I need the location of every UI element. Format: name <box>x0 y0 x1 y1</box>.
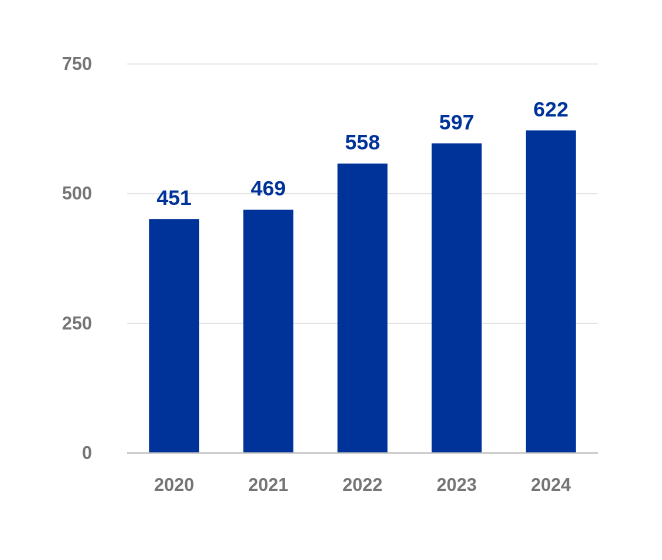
bar-2021 <box>243 209 294 453</box>
bar-2023 <box>431 143 482 453</box>
data-label: 597 <box>439 111 474 134</box>
data-label: 469 <box>251 178 286 201</box>
y-tick-label: 0 <box>82 443 92 463</box>
bar-2024 <box>525 130 576 453</box>
y-tick-label: 250 <box>62 313 92 333</box>
bar-2022 <box>337 163 388 454</box>
data-label: 558 <box>345 132 380 155</box>
x-tick-label: 2024 <box>531 475 571 495</box>
x-tick-label: 2022 <box>342 475 382 495</box>
x-tick-label: 2021 <box>248 475 288 495</box>
x-tick-label: 2023 <box>437 475 477 495</box>
data-label: 622 <box>533 98 568 121</box>
y-tick-label: 750 <box>62 54 92 74</box>
bar-2020 <box>149 219 200 453</box>
x-tick-label: 2020 <box>154 475 194 495</box>
y-tick-label: 500 <box>62 184 92 204</box>
data-label: 451 <box>157 187 192 210</box>
